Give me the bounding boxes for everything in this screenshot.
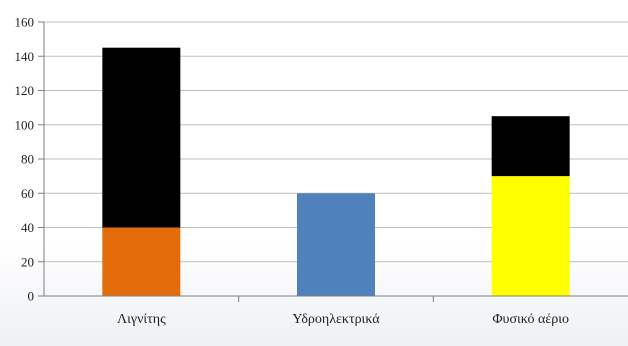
- y-tick-label: 40: [21, 220, 34, 235]
- y-tick-label: 120: [15, 83, 35, 98]
- category-labels: Λιγνίτης Υδροηλεκτρικά Φυσικό αέριο: [117, 312, 569, 327]
- y-tick-labels: 0 20 40 60 80 100 120 140 160: [15, 15, 35, 304]
- bar-segment: [491, 176, 570, 296]
- bar-segment: [102, 47, 181, 228]
- y-tick-label: 0: [28, 289, 35, 304]
- y-tick-label: 20: [21, 254, 34, 269]
- y-tick-label: 100: [15, 117, 35, 132]
- category-label: Υδροηλεκτρικά: [292, 312, 380, 327]
- y-tick-label: 140: [15, 49, 35, 64]
- bar-segment: [297, 193, 375, 296]
- axes: [38, 21, 628, 302]
- y-tick-label: 160: [15, 15, 35, 30]
- category-label: Φυσικό αέριο: [492, 312, 569, 327]
- bar-segment: [102, 227, 181, 296]
- category-label: Λιγνίτης: [117, 312, 166, 327]
- bar-segment: [491, 116, 570, 177]
- y-tick-label: 80: [21, 152, 34, 167]
- y-tick-label: 60: [21, 186, 34, 201]
- bars: [102, 47, 570, 296]
